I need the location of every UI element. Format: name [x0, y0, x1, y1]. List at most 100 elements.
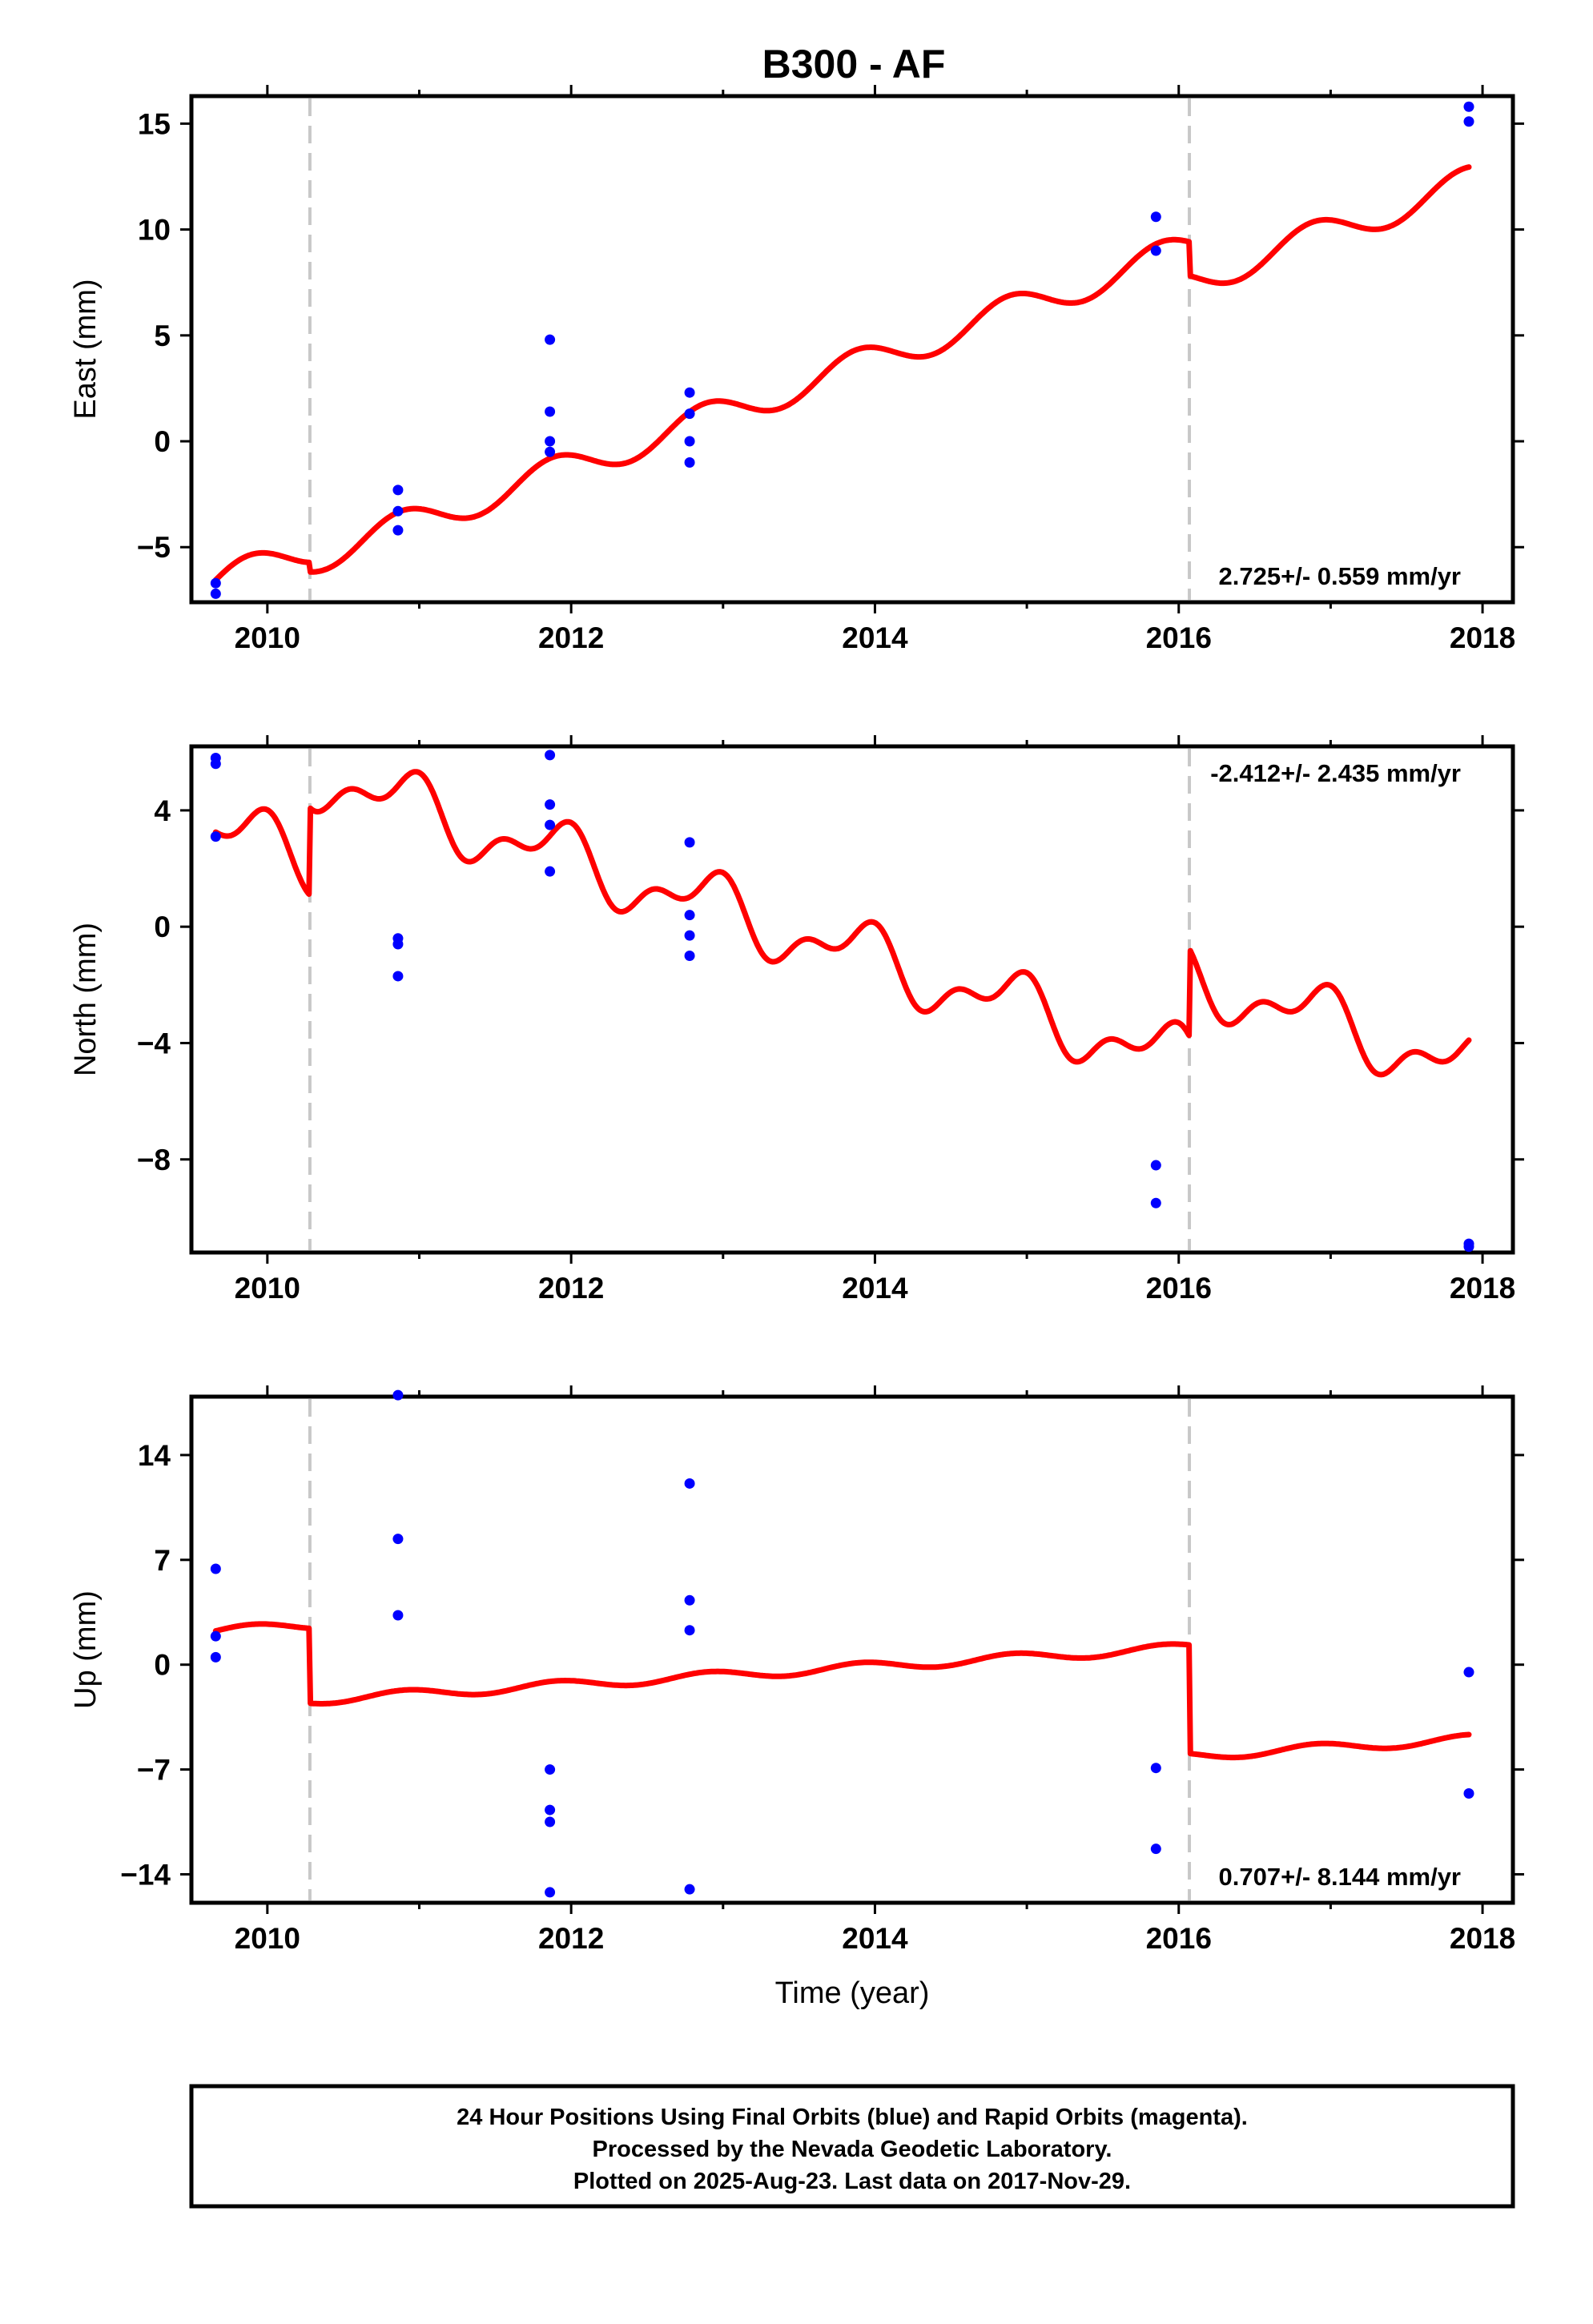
east-xtick-label-2018: 2018 — [1450, 621, 1515, 654]
north-data-point-9 — [545, 866, 556, 877]
up-xtick-label-2016: 2016 — [1146, 1922, 1212, 1955]
east-data-point-3 — [392, 505, 404, 517]
north-ytick-label-2: 0 — [154, 911, 171, 943]
north-data-point-1 — [210, 758, 221, 770]
north-data-point-8 — [545, 819, 556, 830]
east-data-point-13 — [1150, 211, 1161, 223]
north-xtick-label-2012: 2012 — [538, 1272, 604, 1305]
up-data-point-7 — [545, 1804, 556, 1815]
footer-line-orbits: 24 Hour Positions Using Final Orbits (bl… — [457, 2105, 1248, 2130]
east-ytick-label-0: −5 — [137, 531, 171, 564]
up-data-point-14 — [1150, 1763, 1161, 1774]
north-data-point-10 — [684, 837, 695, 848]
up-ylabel: Up (mm) — [69, 1590, 103, 1709]
east-ylabel: East (mm) — [69, 279, 103, 419]
east-data-point-8 — [545, 446, 556, 457]
north-ytick-label-3: 4 — [154, 794, 171, 827]
up-ytick-label-4: 14 — [138, 1439, 171, 1472]
east-xtick-label-2010: 2010 — [235, 621, 300, 654]
north-frame — [189, 744, 1515, 1255]
up-xtick-label-2018: 2018 — [1450, 1922, 1515, 1955]
north-data-point-4 — [392, 939, 404, 950]
north-data-point-6 — [545, 750, 556, 761]
north-data-point-13 — [684, 951, 695, 962]
east-xtick-label-2012: 2012 — [538, 621, 604, 654]
up-xtick-label-2010: 2010 — [235, 1922, 300, 1955]
east-rate-label: 2.725+/- 0.559 mm/yr — [1219, 562, 1461, 590]
up-data-point-16 — [1463, 1667, 1474, 1678]
north-data-point-11 — [684, 910, 695, 921]
east-frame — [189, 94, 1515, 605]
up-data-point-5 — [392, 1610, 404, 1621]
east-data-point-10 — [684, 408, 695, 420]
up-data-point-10 — [684, 1478, 695, 1489]
up-data-point-1 — [210, 1630, 221, 1642]
north-panel: 2010 2012 2014 2016 2018 −8 −4 0 4 North (mm) -2.4… — [69, 735, 1524, 1305]
up-data-point-0 — [210, 1563, 221, 1574]
east-data-point-6 — [545, 406, 556, 417]
east-model-line — [212, 164, 1472, 583]
up-data-point-12 — [684, 1625, 695, 1636]
east-data-point-1 — [210, 588, 221, 599]
east-xtick-label-2014: 2014 — [842, 621, 908, 654]
up-xlabel: Time (year) — [775, 1976, 930, 2010]
up-data-point-15 — [1150, 1844, 1161, 1855]
up-data-point-6 — [545, 1764, 556, 1775]
north-ylabel: North (mm) — [69, 923, 103, 1076]
footer-line-plotted: Plotted on 2025-Aug-23. Last data on 201… — [573, 2169, 1131, 2194]
north-data-point-12 — [684, 930, 695, 941]
up-xtick-label-2012: 2012 — [538, 1922, 604, 1955]
north-rate-label: -2.412+/- 2.435 mm/yr — [1210, 759, 1461, 787]
up-ytick-label-1: −7 — [137, 1754, 171, 1787]
east-ytick-label-1: 0 — [154, 425, 171, 458]
east-data-point-16 — [1463, 116, 1474, 127]
north-data-point-7 — [545, 799, 556, 810]
up-ytick-label-2: 0 — [154, 1649, 171, 1682]
up-rate-label: 0.707+/- 8.144 mm/yr — [1219, 1863, 1461, 1891]
up-ytick-label-0: −14 — [120, 1858, 171, 1891]
up-data-point-4 — [392, 1534, 404, 1545]
east-data-point-0 — [210, 577, 221, 589]
footer-box: 24 Hour Positions Using Final Orbits (bl… — [189, 2084, 1515, 2209]
east-data-point-5 — [545, 334, 556, 345]
north-data-point-2 — [210, 831, 221, 842]
east-data-point-12 — [684, 456, 695, 468]
up-frame — [189, 1394, 1515, 1905]
north-model-line — [212, 769, 1472, 1078]
figure-title: B300 - AF — [762, 42, 946, 86]
north-data-point-17 — [1463, 1241, 1474, 1252]
north-data-point-5 — [392, 971, 404, 982]
up-model-line — [212, 1621, 1472, 1761]
north-data-point-14 — [1150, 1160, 1161, 1171]
east-data-point-11 — [684, 436, 695, 447]
east-data-point-7 — [545, 436, 556, 447]
east-xtick-label-2016: 2016 — [1146, 621, 1212, 654]
east-ytick-label-2: 5 — [154, 320, 171, 352]
east-panel: 2010 2012 2014 2016 2018 −5 0 5 10 15 East (mm) 2.7… — [69, 85, 1524, 654]
up-data-point-2 — [210, 1651, 221, 1663]
up-panel: 2010 2012 2014 2016 2018 −14 −7 0 7 14 Up (mm) Time… — [69, 1385, 1524, 2010]
up-ytick-label-3: 7 — [154, 1544, 171, 1577]
north-ytick-label-0: −8 — [137, 1144, 171, 1176]
up-data-point-8 — [545, 1816, 556, 1827]
east-data-point-2 — [392, 485, 404, 496]
north-data-point-15 — [1150, 1197, 1161, 1208]
footer-line-processed: Processed by the Nevada Geodetic Laborat… — [593, 2137, 1112, 2162]
north-ytick-label-1: −4 — [137, 1027, 171, 1059]
north-xtick-label-2010: 2010 — [235, 1272, 300, 1305]
up-data-point-13 — [684, 1884, 695, 1895]
east-data-point-4 — [392, 525, 404, 536]
up-data-point-3 — [392, 1389, 404, 1401]
up-data-point-11 — [684, 1594, 695, 1606]
north-xtick-label-2016: 2016 — [1146, 1272, 1212, 1305]
east-data-point-14 — [1150, 245, 1161, 256]
north-xtick-label-2018: 2018 — [1450, 1272, 1515, 1305]
up-data-point-17 — [1463, 1788, 1474, 1799]
north-xtick-label-2014: 2014 — [842, 1272, 908, 1305]
east-ytick-label-4: 15 — [138, 107, 171, 140]
east-data-point-9 — [684, 387, 695, 398]
east-data-point-15 — [1463, 101, 1474, 112]
up-data-point-9 — [545, 1887, 556, 1898]
